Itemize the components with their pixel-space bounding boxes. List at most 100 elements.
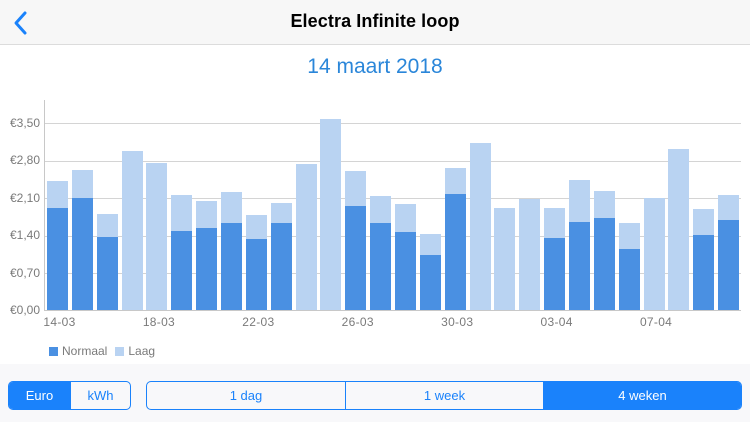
bar-23-03[interactable] xyxy=(270,203,292,310)
bar-segment-normaal xyxy=(593,218,615,310)
bar-segment-normaal xyxy=(618,249,640,310)
bar-segment-normaal xyxy=(47,207,68,310)
bar-segment-laag xyxy=(71,170,93,198)
gridline xyxy=(45,160,741,162)
x-tick-label: 07-04 xyxy=(639,315,673,329)
period-segmented-control: 1 dag 1 week 4 weken xyxy=(146,381,742,410)
bar-25-03[interactable] xyxy=(320,118,342,310)
x-tick-label: 30-03 xyxy=(441,315,474,329)
stacked-bar-chart: €0,00 €0,70 €1,40 €2,10 €2,80 €3,50 14-03 18-0… xyxy=(0,95,750,365)
y-tick-label: €0,00 xyxy=(9,303,40,317)
bar-16-03[interactable] xyxy=(96,214,118,310)
bar-22-03[interactable] xyxy=(245,215,267,310)
bar-01-04[interactable] xyxy=(494,208,516,310)
bottom-toolbar: Euro kWh 1 dag 1 week 4 weken xyxy=(0,364,750,422)
bar-segment-laag xyxy=(121,151,143,310)
bar-segment-laag xyxy=(295,163,317,310)
y-tick-label: €2,10 xyxy=(9,190,40,205)
bar-14-03[interactable] xyxy=(47,181,68,310)
bar-segment-laag xyxy=(270,203,292,223)
bar-02-04[interactable] xyxy=(519,198,541,310)
y-tick-label: €3,50 xyxy=(9,115,40,130)
period-option-1-week[interactable]: 1 week xyxy=(345,382,543,409)
bar-segment-laag xyxy=(171,195,193,232)
bar-27-03[interactable] xyxy=(370,196,392,310)
bar-17-03[interactable] xyxy=(121,151,143,310)
bar-segment-laag xyxy=(320,118,342,310)
legend-item-laag: Laag xyxy=(115,344,155,358)
bar-04-04[interactable] xyxy=(569,180,590,310)
back-button[interactable] xyxy=(8,8,36,38)
bar-06-04[interactable] xyxy=(618,223,640,310)
bar-26-03[interactable] xyxy=(345,170,367,310)
bar-segment-normaal xyxy=(96,237,118,310)
x-tick-label: 03-04 xyxy=(540,315,573,329)
bar-segment-normaal xyxy=(245,239,267,310)
chevron-left-icon xyxy=(14,11,27,35)
gridline xyxy=(45,273,741,274)
bar-18-03[interactable] xyxy=(146,162,168,310)
legend-label: Normaal xyxy=(62,344,108,358)
bar-segment-laag xyxy=(643,197,665,310)
bar-08-04[interactable] xyxy=(668,149,690,310)
bar-05-04[interactable] xyxy=(593,190,615,310)
y-tick-label: €1,40 xyxy=(9,228,40,242)
period-option-4-weken[interactable]: 4 weken xyxy=(543,382,741,409)
bar-segment-laag xyxy=(494,208,516,310)
unit-option-kwh[interactable]: kWh xyxy=(70,382,130,409)
bar-segment-laag xyxy=(96,214,118,238)
bar-31-03[interactable] xyxy=(469,142,491,310)
bar-segment-normaal xyxy=(419,255,441,310)
legend-item-normaal: Normaal xyxy=(49,344,107,358)
bar-segment-normaal xyxy=(345,206,367,310)
bar-segment-laag xyxy=(544,208,566,238)
bar-28-03[interactable] xyxy=(395,204,416,310)
bar-30-03[interactable] xyxy=(444,167,466,310)
bar-segment-laag xyxy=(693,209,715,235)
bar-segment-laag xyxy=(345,170,367,207)
bar-segment-normaal xyxy=(569,222,590,310)
gridline xyxy=(45,123,741,124)
unit-option-euro[interactable]: Euro xyxy=(9,382,70,409)
x-tick-label: 14-03 xyxy=(43,315,76,329)
bar-segment-normaal xyxy=(444,194,466,310)
bar-segment-laag xyxy=(196,201,218,228)
bar-segment-laag xyxy=(370,196,392,224)
bar-segment-laag xyxy=(569,180,590,223)
period-option-1-dag[interactable]: 1 dag xyxy=(229,388,263,403)
bar-07-04[interactable] xyxy=(643,197,665,310)
gridline xyxy=(45,235,741,237)
bar-segment-laag xyxy=(444,167,466,195)
plot-area[interactable] xyxy=(44,100,741,311)
bar-segment-normaal xyxy=(395,231,416,310)
navigation-bar: Electra Infinite loop xyxy=(0,0,750,45)
bar-segment-laag xyxy=(593,190,615,219)
y-tick-label: €0,70 xyxy=(9,265,40,280)
bar-segment-laag xyxy=(146,162,168,310)
x-tick-label: 26-03 xyxy=(341,315,374,329)
chart-legend: Normaal Laag xyxy=(49,344,163,358)
y-tick-label: €2,80 xyxy=(9,153,40,167)
bar-segment-laag xyxy=(419,234,441,256)
bar-segment-laag xyxy=(618,223,640,250)
bar-segment-laag xyxy=(395,204,416,232)
bar-15-03[interactable] xyxy=(71,170,93,310)
bar-21-03[interactable] xyxy=(221,192,242,310)
bar-segment-laag xyxy=(469,142,491,310)
bar-segment-laag xyxy=(245,215,267,240)
bar-segment-normaal xyxy=(71,197,93,310)
bar-19-03[interactable] xyxy=(171,195,193,310)
bar-03-04[interactable] xyxy=(544,208,566,310)
bar-10-04[interactable] xyxy=(718,195,740,310)
bar-29-03[interactable] xyxy=(419,234,441,310)
bar-20-03[interactable] xyxy=(196,201,218,310)
bar-segment-normaal xyxy=(171,231,193,310)
bar-segment-normaal xyxy=(544,237,566,310)
bar-09-04[interactable] xyxy=(693,209,715,310)
legend-swatch-icon xyxy=(115,346,125,356)
date-title[interactable]: 14 maart 2018 xyxy=(307,55,443,78)
bar-24-03[interactable] xyxy=(295,163,317,310)
bar-segment-normaal xyxy=(270,222,292,310)
bar-segment-laag xyxy=(718,195,740,220)
legend-swatch-icon xyxy=(49,346,58,356)
